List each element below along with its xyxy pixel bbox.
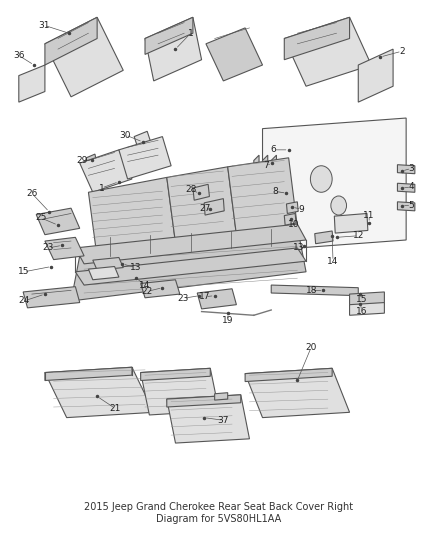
- Polygon shape: [75, 248, 306, 285]
- Text: 7: 7: [263, 161, 269, 170]
- Polygon shape: [397, 202, 415, 211]
- Polygon shape: [271, 155, 276, 174]
- Polygon shape: [167, 395, 250, 443]
- Polygon shape: [119, 136, 171, 179]
- Polygon shape: [141, 368, 219, 415]
- Text: 1: 1: [188, 29, 194, 38]
- Polygon shape: [262, 155, 268, 174]
- Polygon shape: [262, 118, 406, 251]
- Text: 37: 37: [218, 416, 229, 425]
- Text: 15: 15: [356, 295, 367, 304]
- Polygon shape: [334, 214, 368, 233]
- Polygon shape: [23, 287, 80, 308]
- Polygon shape: [284, 17, 350, 60]
- Text: 1: 1: [99, 183, 104, 192]
- Polygon shape: [167, 395, 241, 407]
- Polygon shape: [36, 208, 80, 235]
- Text: 3: 3: [409, 164, 414, 173]
- Text: 22: 22: [141, 287, 153, 296]
- Polygon shape: [315, 231, 333, 244]
- Text: 36: 36: [13, 51, 25, 60]
- Polygon shape: [193, 184, 209, 200]
- Polygon shape: [88, 177, 176, 257]
- Polygon shape: [45, 367, 132, 381]
- Polygon shape: [19, 65, 45, 102]
- Polygon shape: [45, 367, 154, 418]
- Polygon shape: [71, 227, 306, 301]
- Text: 13: 13: [130, 263, 141, 272]
- Polygon shape: [215, 393, 228, 400]
- Polygon shape: [286, 202, 298, 214]
- Text: 14: 14: [327, 257, 339, 265]
- Polygon shape: [254, 155, 259, 174]
- Text: 12: 12: [353, 231, 364, 240]
- Polygon shape: [145, 17, 201, 81]
- Text: 23: 23: [43, 244, 54, 253]
- Circle shape: [311, 166, 332, 192]
- Polygon shape: [245, 368, 350, 418]
- Polygon shape: [88, 266, 119, 280]
- Polygon shape: [284, 17, 371, 86]
- Polygon shape: [141, 280, 180, 298]
- Text: 14: 14: [139, 280, 151, 289]
- Text: 16: 16: [356, 306, 367, 316]
- Polygon shape: [80, 150, 132, 192]
- Polygon shape: [350, 303, 385, 316]
- Text: 24: 24: [18, 296, 30, 305]
- Text: 23: 23: [178, 294, 189, 303]
- Polygon shape: [134, 131, 152, 150]
- Polygon shape: [197, 289, 237, 309]
- Text: 25: 25: [35, 213, 46, 222]
- Polygon shape: [45, 17, 97, 65]
- Text: 8: 8: [273, 187, 279, 196]
- Polygon shape: [86, 154, 97, 169]
- Text: 18: 18: [306, 286, 317, 295]
- Text: 21: 21: [110, 404, 121, 413]
- Polygon shape: [145, 17, 193, 54]
- Polygon shape: [167, 167, 237, 243]
- Text: 17: 17: [199, 292, 211, 301]
- Polygon shape: [75, 224, 306, 264]
- Polygon shape: [45, 237, 84, 260]
- Text: 2015 Jeep Grand Cherokee Rear Seat Back Cover Right
Diagram for 5VS80HL1AA: 2015 Jeep Grand Cherokee Rear Seat Back …: [85, 502, 353, 523]
- Polygon shape: [358, 49, 393, 102]
- Text: 31: 31: [38, 21, 50, 30]
- Text: 26: 26: [26, 189, 38, 198]
- Text: 20: 20: [306, 343, 317, 352]
- Polygon shape: [45, 17, 123, 97]
- Text: 28: 28: [185, 185, 196, 194]
- Polygon shape: [228, 158, 297, 235]
- Text: 2: 2: [399, 47, 405, 56]
- Text: 27: 27: [199, 204, 211, 213]
- Polygon shape: [245, 368, 332, 382]
- Polygon shape: [350, 292, 385, 306]
- Polygon shape: [141, 368, 210, 381]
- Polygon shape: [397, 183, 415, 192]
- Text: 15: 15: [18, 268, 30, 276]
- Text: 29: 29: [76, 156, 88, 165]
- Polygon shape: [271, 285, 358, 296]
- Text: 4: 4: [409, 182, 414, 191]
- Polygon shape: [284, 214, 296, 225]
- Text: 19: 19: [222, 316, 233, 325]
- Polygon shape: [204, 199, 224, 215]
- Text: 10: 10: [288, 220, 300, 229]
- Text: 13: 13: [293, 244, 304, 253]
- Circle shape: [331, 196, 346, 215]
- Text: 30: 30: [120, 131, 131, 140]
- Text: 6: 6: [271, 146, 276, 155]
- Text: 5: 5: [409, 201, 414, 210]
- Polygon shape: [206, 28, 262, 81]
- Text: 9: 9: [299, 205, 304, 214]
- Polygon shape: [397, 165, 415, 174]
- Text: 11: 11: [364, 211, 375, 220]
- Polygon shape: [93, 257, 123, 270]
